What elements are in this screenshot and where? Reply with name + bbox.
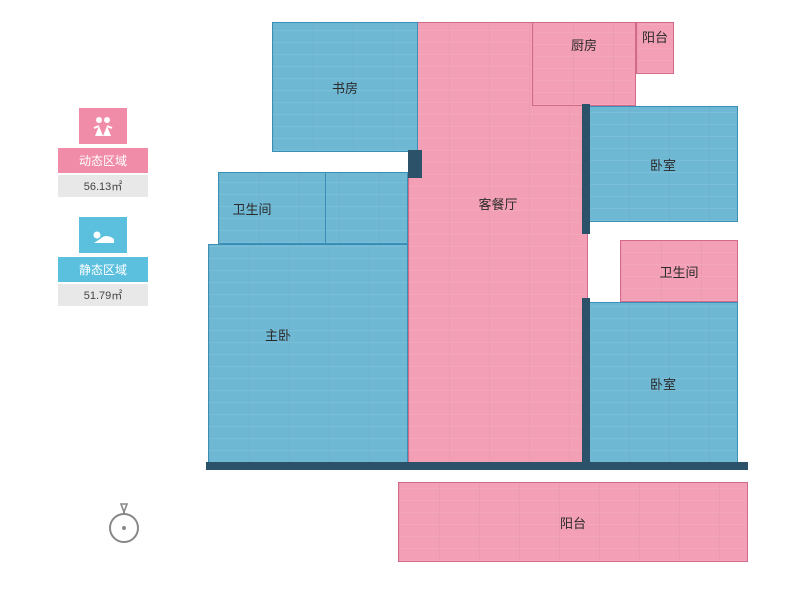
room-label-balcony1: 阳台	[560, 513, 586, 532]
room-bath2: 卫生间	[620, 240, 738, 302]
room-kitchen: 厨房	[532, 22, 636, 106]
room-label-study: 书房	[332, 78, 358, 97]
room-label-bed2: 卧室	[650, 155, 676, 174]
room-label-livingdine: 客餐厅	[478, 194, 517, 213]
room-bed3: 卧室	[588, 302, 738, 464]
wall-segment	[408, 462, 748, 470]
room-label-bath2: 卫生间	[659, 262, 698, 281]
wall-segment	[408, 150, 422, 178]
legend-dynamic: 动态区域 56.13㎡	[58, 108, 148, 197]
room-master: 主卧	[208, 244, 408, 464]
legend-static: 静态区域 51.79㎡	[58, 217, 148, 306]
wall-segment	[582, 104, 590, 234]
room-study: 书房	[272, 22, 418, 152]
room-label-kitchen: 厨房	[571, 35, 597, 54]
people-icon	[79, 108, 127, 144]
room-label-balcony2: 阳台	[642, 27, 668, 46]
room-balcony2: 阳台	[636, 22, 674, 74]
room-label-bath1: 卫生间	[232, 199, 271, 218]
wall-segment	[206, 462, 410, 470]
compass-icon	[104, 500, 144, 540]
legend-static-value: 51.79㎡	[58, 284, 148, 306]
legend-static-label: 静态区域	[58, 257, 148, 282]
room-label-bed3: 卧室	[650, 374, 676, 393]
legend-dynamic-value: 56.13㎡	[58, 175, 148, 197]
wall-segment	[582, 298, 590, 466]
room-label-master: 主卧	[265, 325, 291, 344]
room-balcony1: 阳台	[398, 482, 748, 562]
legend: 动态区域 56.13㎡ 静态区域 51.79㎡	[58, 108, 148, 326]
sleep-icon	[79, 217, 127, 253]
room-bath1: 卫生间	[218, 172, 326, 244]
room-bed2: 卧室	[588, 106, 738, 222]
floorplan: 客餐厅厨房阳台书房卫生间主卧卧室卫生间卧室阳台	[218, 22, 764, 582]
legend-dynamic-label: 动态区域	[58, 148, 148, 173]
